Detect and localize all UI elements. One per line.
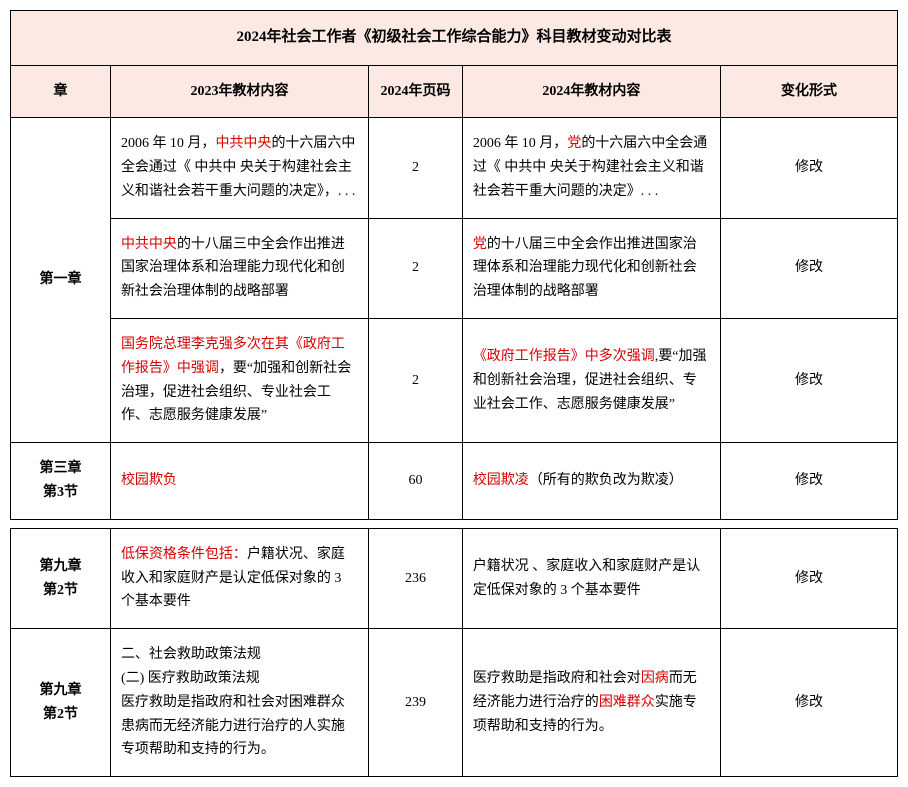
table-title: 2024年社会工作者《初级社会工作综合能力》科目教材变动对比表 xyxy=(11,11,898,66)
text: 的十八届三中全会作出推进国家治理体系和治理能力现代化和创新社会治理体制的战略部署 xyxy=(473,237,697,300)
chapter-cell: 第九章 第2节 xyxy=(11,629,111,777)
cell-2023: 校园欺负 xyxy=(110,443,368,520)
cell-page: 2 xyxy=(369,118,463,218)
text: （所有的欺负改为欺凌） xyxy=(529,473,683,488)
cell-change: 修改 xyxy=(721,118,898,218)
header-row: 章 2023年教材内容 2024年页码 2024年教材内容 变化形式 xyxy=(11,65,898,118)
cell-2024: 党的十八届三中全会作出推进国家治理体系和治理能力现代化和创新社会治理体制的战略部… xyxy=(462,218,720,318)
text: 第2节 xyxy=(43,583,78,598)
cell-change: 修改 xyxy=(721,443,898,520)
table-row: 第一章 2006 年 10 月，中共中央的十六届六中全会通过《 中共中 央关于构… xyxy=(11,118,898,218)
title-row: 2024年社会工作者《初级社会工作综合能力》科目教材变动对比表 xyxy=(11,11,898,66)
text: 医疗救助是指政府和社会对 xyxy=(473,671,641,686)
cell-page: 2 xyxy=(369,319,463,443)
highlight-text: 党 xyxy=(567,136,581,151)
table-gap xyxy=(11,519,898,528)
chapter-cell: 第三章 第3节 xyxy=(11,443,111,520)
cell-2024: 《政府工作报告》中多次强调,要“加强和创新社会治理，促进社会组织、专业社会工作、… xyxy=(462,319,720,443)
cell-2023: 中共中央的十八届三中全会作出推进国家治理体系和治理能力现代化和创新社会治理体制的… xyxy=(110,218,368,318)
cell-page: 2 xyxy=(369,218,463,318)
cell-change: 修改 xyxy=(721,528,898,628)
text: 第九章 xyxy=(39,683,81,698)
highlight-text: 低保资格条件包括： xyxy=(121,547,247,562)
cell-2023: 2006 年 10 月，中共中央的十六届六中全会通过《 中共中 央关于构建社会主… xyxy=(110,118,368,218)
chapter-cell: 第九章 第2节 xyxy=(11,528,111,628)
comparison-table: 2024年社会工作者《初级社会工作综合能力》科目教材变动对比表 章 2023年教… xyxy=(10,10,898,777)
header-2024: 2024年教材内容 xyxy=(462,65,720,118)
highlight-text: 困难群众 xyxy=(599,695,655,710)
cell-2023: 低保资格条件包括：户籍状况、家庭收入和家庭财产是认定低保对象的 3 个基本要件 xyxy=(110,528,368,628)
cell-page: 60 xyxy=(369,443,463,520)
text: 2006 年 10 月， xyxy=(473,136,568,151)
cell-2024: 医疗救助是指政府和社会对因病而无经济能力进行治疗的困难群众实施专项帮助和支持的行… xyxy=(462,629,720,777)
highlight-text: 校园欺负 xyxy=(121,473,177,488)
highlight-text: 中共中央 xyxy=(215,136,271,151)
table-row: 国务院总理李克强多次在其《政府工作报告》中强调，要“加强和创新社会治理，促进社会… xyxy=(11,319,898,443)
text: 第2节 xyxy=(43,707,78,722)
cell-change: 修改 xyxy=(721,218,898,318)
header-change: 变化形式 xyxy=(721,65,898,118)
cell-2024: 校园欺凌（所有的欺负改为欺凌） xyxy=(462,443,720,520)
text: 第九章 xyxy=(39,559,81,574)
highlight-text: 因病 xyxy=(641,671,669,686)
cell-page: 239 xyxy=(369,629,463,777)
text: 第三章 xyxy=(39,461,81,476)
cell-2023: 国务院总理李克强多次在其《政府工作报告》中强调，要“加强和创新社会治理，促进社会… xyxy=(110,319,368,443)
cell-change: 修改 xyxy=(721,629,898,777)
cell-page: 236 xyxy=(369,528,463,628)
table-row: 第三章 第3节 校园欺负 60 校园欺凌（所有的欺负改为欺凌） 修改 xyxy=(11,443,898,520)
text: 2006 年 10 月， xyxy=(121,136,216,151)
cell-2024: 2006 年 10 月，党的十六届六中全会通过《 中共中 央关于构建社会主义和谐… xyxy=(462,118,720,218)
header-page: 2024年页码 xyxy=(369,65,463,118)
highlight-text: 党 xyxy=(473,237,487,252)
header-chapter: 章 xyxy=(11,65,111,118)
cell-2023: 二、社会救助政策法规 (二) 医疗救助政策法规 医疗救助是指政府和社会对困难群众… xyxy=(110,629,368,777)
highlight-text: 中共中央 xyxy=(121,237,177,252)
cell-2024: 户籍状况 、家庭收入和家庭财产是认定低保对象的 3 个基本要件 xyxy=(462,528,720,628)
highlight-text: 《政府工作报告》中多次强调 xyxy=(473,349,655,364)
table-row: 第九章 第2节 低保资格条件包括：户籍状况、家庭收入和家庭财产是认定低保对象的 … xyxy=(11,528,898,628)
highlight-text: 校园欺凌 xyxy=(473,473,529,488)
table-row: 中共中央 的十八届三中全会作出推进国家治理体系和治理能力现代化和创新社会治理体制的… xyxy=(11,218,898,318)
header-2023: 2023年教材内容 xyxy=(110,65,368,118)
chapter-cell: 第一章 xyxy=(11,118,111,443)
table-row: 第九章 第2节 二、社会救助政策法规 (二) 医疗救助政策法规 医疗救助是指政府… xyxy=(11,629,898,777)
cell-change: 修改 xyxy=(721,319,898,443)
text: 第3节 xyxy=(43,485,78,500)
